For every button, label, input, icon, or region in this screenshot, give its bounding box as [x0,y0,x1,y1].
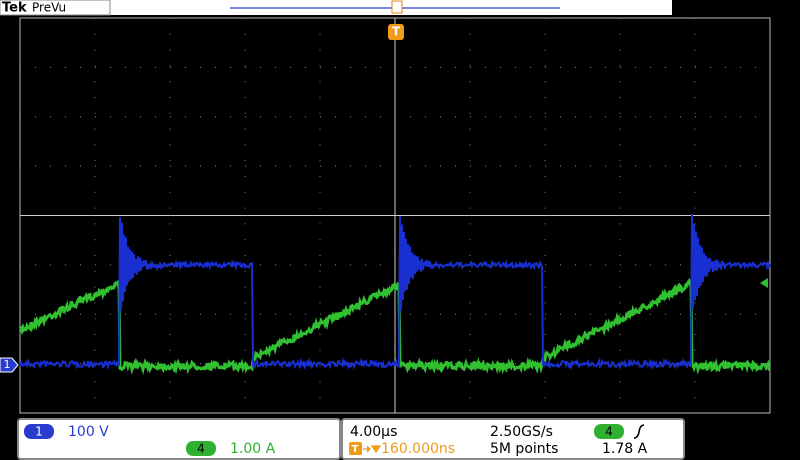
channel-4-trace [18,277,771,376]
channel-1-trace [19,213,771,371]
trigger-level: 1.78 A [602,441,648,457]
trigger-source: 4 [605,425,613,439]
trigger-marker-label: T [392,25,401,39]
ch1-badge [24,424,54,439]
ch4-badge [186,441,216,456]
trigger-position: 160.000ns [381,441,455,457]
ch1-scale: 100 V [68,424,109,440]
sample-rate: 2.50GS/s [490,424,553,440]
trigger-slope [633,424,645,439]
record-length: 5M points [490,441,558,457]
waveforms [18,213,771,376]
brand-box [0,0,111,16]
trigger-arrows [363,445,382,454]
trigger-icon: T [352,444,359,455]
channel-marker [0,357,19,373]
mode: PreVu [32,1,66,15]
record-trigger-marker [391,0,403,14]
trigger-level-arrow [760,278,768,288]
trigger-source-badge [594,424,624,439]
channel-marker-label: 1 [4,358,11,371]
ch4-number: 4 [197,442,205,456]
brand: Tek [2,1,27,16]
horizontal-scale: 4.00µs [350,424,397,440]
trigger-icon-box [349,442,362,455]
channel-status [17,418,341,460]
trigger-marker [388,24,404,40]
ch1-number: 1 [35,425,43,439]
ch4-scale: 1.00 A [230,441,276,457]
